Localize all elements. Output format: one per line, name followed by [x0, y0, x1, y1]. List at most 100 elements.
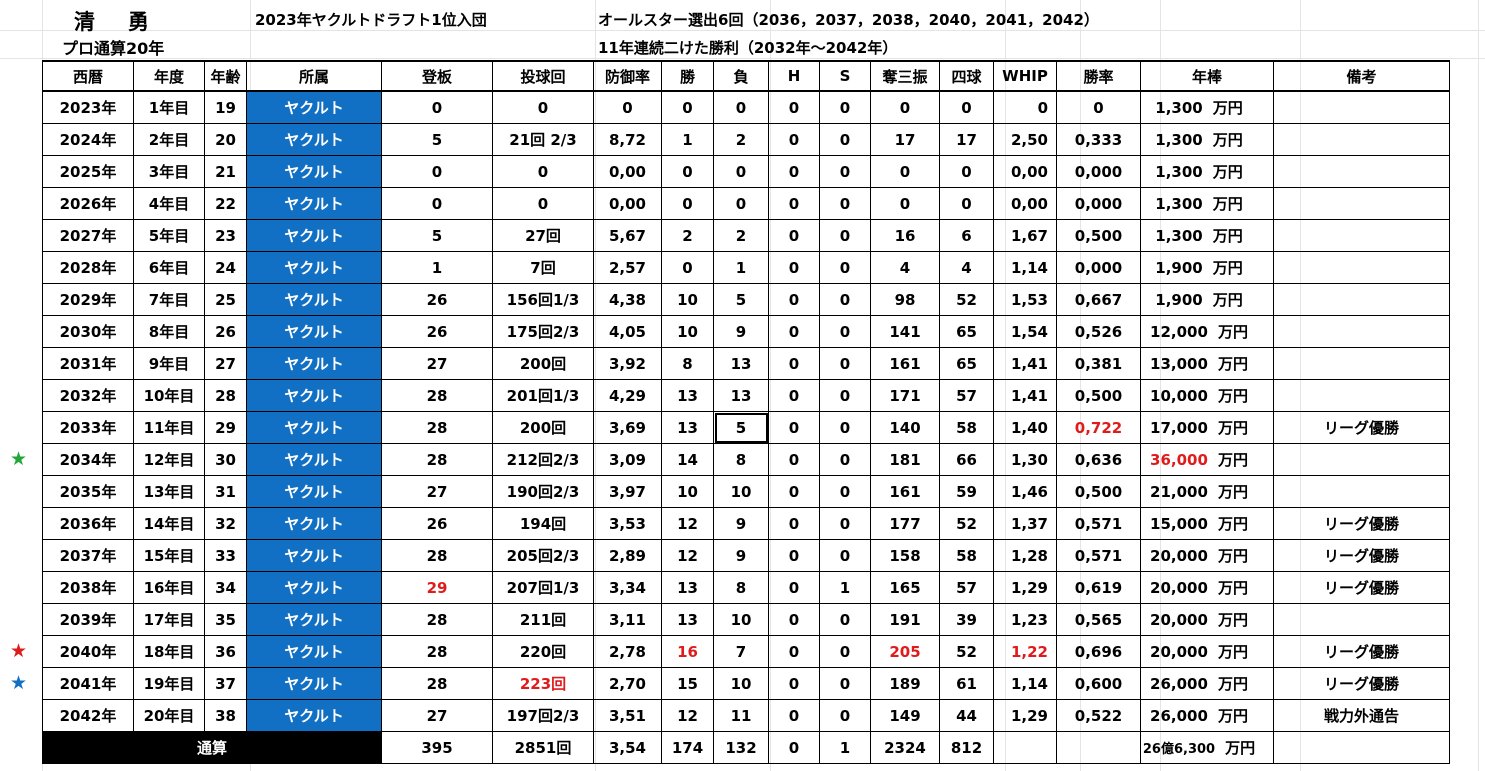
column-header-strikeouts[interactable]: 奪三振 [870, 60, 940, 92]
cell-season[interactable]: 19年目 [133, 667, 205, 700]
cell-ip[interactable]: 212回2/3 [492, 443, 594, 476]
cell-wins[interactable]: 0 [661, 90, 714, 124]
cell-season[interactable]: 13年目 [133, 475, 205, 508]
cell-age[interactable]: 21 [204, 155, 247, 188]
cell-salary[interactable]: 1,300 万円 [1140, 155, 1274, 188]
cell-team[interactable]: ヤクルト [246, 475, 382, 508]
cell-season[interactable]: 20年目 [133, 699, 205, 732]
cell-salary[interactable]: 20,000 万円 [1140, 571, 1274, 604]
cell-holds[interactable]: 0 [768, 187, 820, 220]
cell-age[interactable]: 35 [204, 603, 247, 636]
cell-note[interactable]: リーグ優勝 [1273, 507, 1450, 540]
cell-win-pct[interactable]: 0,667 [1056, 283, 1141, 316]
cell-strikeouts[interactable]: 161 [870, 475, 940, 508]
cell-win-pct[interactable]: 0,500 [1056, 475, 1141, 508]
cell-year[interactable]: 2033年 [42, 411, 134, 444]
cell-year[interactable]: 2028年 [42, 251, 134, 284]
cell-games[interactable]: 0 [381, 155, 493, 188]
cell-strikeouts[interactable]: 98 [870, 283, 940, 316]
total-wins[interactable]: 174 [661, 731, 714, 764]
cell-walks[interactable]: 52 [939, 283, 994, 316]
cell-note[interactable]: リーグ優勝 [1273, 667, 1450, 700]
cell-whip[interactable]: 1,67 [993, 219, 1057, 252]
cell-season[interactable]: 2年目 [133, 123, 205, 156]
cell-win-pct[interactable]: 0,571 [1056, 507, 1141, 540]
cell-walks[interactable]: 58 [939, 411, 994, 444]
cell-whip[interactable]: 0,00 [993, 187, 1057, 220]
cell-salary[interactable]: 1,900 万円 [1140, 283, 1274, 316]
cell-team[interactable]: ヤクルト [246, 443, 382, 476]
cell-era[interactable]: 2,89 [593, 539, 662, 572]
cell-salary[interactable]: 20,000 万円 [1140, 635, 1274, 668]
cell-era[interactable]: 3,97 [593, 475, 662, 508]
column-header-holds[interactable]: H [768, 60, 820, 92]
cell-note[interactable] [1273, 187, 1450, 220]
cell-era[interactable]: 4,05 [593, 315, 662, 348]
cell-whip[interactable]: 1,40 [993, 411, 1057, 444]
cell-holds[interactable]: 0 [768, 699, 820, 732]
cell-year[interactable]: 2041年 [42, 667, 134, 700]
column-header-era[interactable]: 防御率 [593, 60, 662, 92]
total-games[interactable]: 395 [381, 731, 493, 764]
cell-saves[interactable]: 0 [819, 667, 871, 700]
cell-wins[interactable]: 13 [661, 603, 714, 636]
total-win-pct[interactable] [1056, 731, 1141, 764]
cell-salary[interactable]: 1,900 万円 [1140, 251, 1274, 284]
cell-saves[interactable]: 0 [819, 507, 871, 540]
cell-games[interactable]: 26 [381, 507, 493, 540]
cell-wins[interactable]: 0 [661, 187, 714, 220]
cell-ip[interactable]: 207回1/3 [492, 571, 594, 604]
cell-losses[interactable]: 5 [713, 411, 769, 444]
cell-saves[interactable]: 0 [819, 187, 871, 220]
cell-win-pct[interactable]: 0,333 [1056, 123, 1141, 156]
cell-salary[interactable]: 20,000 万円 [1140, 603, 1274, 636]
cell-year[interactable]: 2025年 [42, 155, 134, 188]
cell-era[interactable]: 3,92 [593, 347, 662, 380]
cell-saves[interactable]: 0 [819, 123, 871, 156]
cell-games[interactable]: 28 [381, 411, 493, 444]
cell-strikeouts[interactable]: 0 [870, 187, 940, 220]
cell-salary[interactable]: 36,000 万円 [1140, 443, 1274, 476]
cell-note[interactable] [1273, 123, 1450, 156]
cell-win-pct[interactable]: 0,696 [1056, 635, 1141, 668]
cell-team[interactable]: ヤクルト [246, 411, 382, 444]
cell-walks[interactable]: 52 [939, 635, 994, 668]
cell-holds[interactable]: 0 [768, 603, 820, 636]
cell-strikeouts[interactable]: 189 [870, 667, 940, 700]
column-header-year[interactable]: 西暦 [42, 60, 134, 92]
cell-age[interactable]: 33 [204, 539, 247, 572]
cell-win-pct[interactable]: 0,500 [1056, 379, 1141, 412]
cell-losses[interactable]: 2 [713, 219, 769, 252]
cell-age[interactable]: 25 [204, 283, 247, 316]
cell-whip[interactable]: 1,29 [993, 699, 1057, 732]
total-ip[interactable]: 2851回 [492, 731, 594, 764]
cell-season[interactable]: 1年目 [133, 90, 205, 124]
cell-wins[interactable]: 13 [661, 571, 714, 604]
cell-whip[interactable]: 1,14 [993, 667, 1057, 700]
cell-whip[interactable]: 1,29 [993, 571, 1057, 604]
cell-era[interactable]: 3,34 [593, 571, 662, 604]
cell-year[interactable]: 2031年 [42, 347, 134, 380]
cell-era[interactable]: 2,78 [593, 635, 662, 668]
cell-salary[interactable]: 20,000 万円 [1140, 539, 1274, 572]
cell-year[interactable]: 2027年 [42, 219, 134, 252]
cell-year[interactable]: 2034年 [42, 443, 134, 476]
cell-season[interactable]: 14年目 [133, 507, 205, 540]
cell-salary[interactable]: 21,000 万円 [1140, 475, 1274, 508]
cell-walks[interactable]: 4 [939, 251, 994, 284]
cell-losses[interactable]: 5 [713, 283, 769, 316]
cell-age[interactable]: 37 [204, 667, 247, 700]
cell-team[interactable]: ヤクルト [246, 315, 382, 348]
cell-whip[interactable]: 1,53 [993, 283, 1057, 316]
cell-win-pct[interactable]: 0,636 [1056, 443, 1141, 476]
cell-saves[interactable]: 0 [819, 475, 871, 508]
cell-ip[interactable]: 197回2/3 [492, 699, 594, 732]
cell-salary[interactable]: 15,000 万円 [1140, 507, 1274, 540]
cell-team[interactable]: ヤクルト [246, 507, 382, 540]
total-note[interactable] [1273, 731, 1450, 764]
cell-strikeouts[interactable]: 161 [870, 347, 940, 380]
cell-year[interactable]: 2026年 [42, 187, 134, 220]
cell-holds[interactable]: 0 [768, 90, 820, 124]
cell-strikeouts[interactable]: 171 [870, 379, 940, 412]
column-header-wins[interactable]: 勝 [661, 60, 714, 92]
